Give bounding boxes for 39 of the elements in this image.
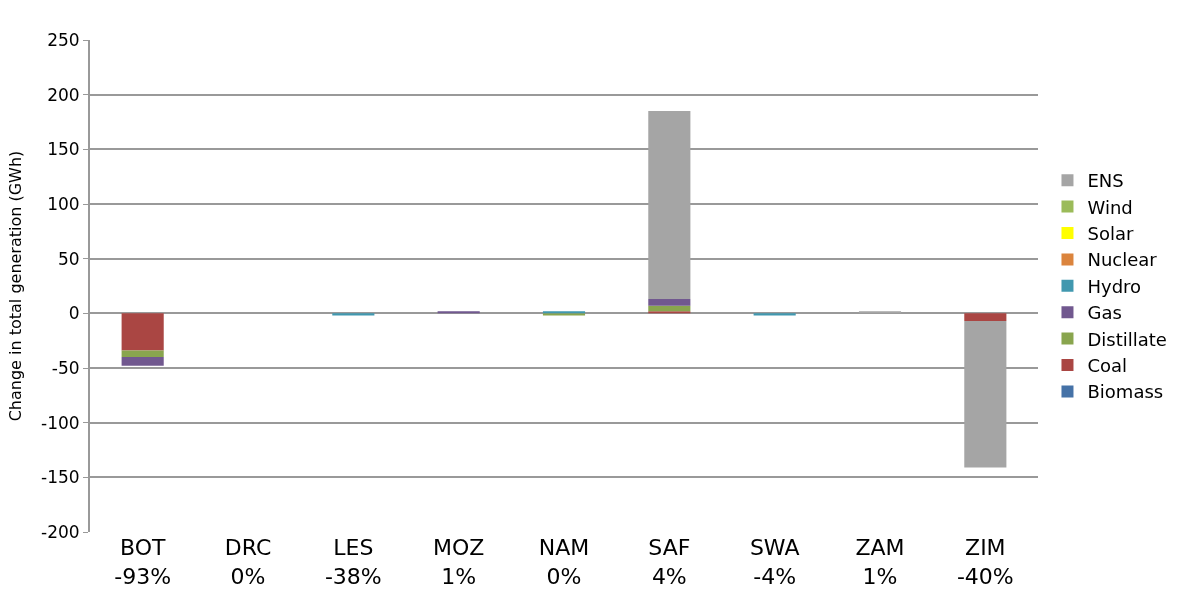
legend-label: Distillate [1087, 328, 1167, 350]
y-tick-label: 200 [47, 84, 80, 105]
y-tick-label: 50 [57, 248, 80, 269]
x-tick-label: LES -38% [324, 535, 382, 589]
x-tick-label: NAM 0% [538, 535, 590, 589]
legend-label: Wind [1087, 196, 1133, 218]
y-tick-label: 0 [68, 303, 80, 324]
x-tick-label: ZIM -40% [956, 535, 1014, 589]
legend-label: Nuclear [1087, 249, 1158, 271]
y-tick-label: 100 [47, 193, 80, 214]
legend-label: Gas [1087, 302, 1122, 324]
x-tick-label: DRC 0% [224, 535, 272, 589]
x-tick-label: MOZ 1% [432, 535, 485, 589]
legend-label: ENS [1087, 170, 1124, 192]
bar [964, 313, 1007, 321]
legend-label: Coal [1087, 355, 1128, 377]
x-tick-label: ZAM 1% [855, 535, 905, 589]
y-tick-label: 150 [47, 139, 80, 160]
bar [648, 299, 691, 306]
bar [332, 313, 375, 316]
x-tick-label: SAF 4% [648, 535, 691, 589]
x-tick-label: SWA -4% [749, 535, 800, 589]
legend-label: Hydro [1087, 275, 1142, 297]
y-tick-label: -100 [41, 412, 80, 433]
y-tick-label: 250 [47, 29, 80, 50]
legend-label: Solar [1087, 223, 1134, 245]
bar [121, 357, 164, 366]
x-tick-label: BOT -93% [114, 535, 172, 589]
legend-label: Biomass [1087, 381, 1164, 403]
bar [121, 350, 164, 358]
bar [648, 311, 691, 314]
bar [648, 305, 691, 312]
bar [121, 313, 164, 351]
y-tick-label: -150 [41, 467, 80, 488]
y-tick-label: -50 [51, 357, 80, 378]
bar [437, 311, 480, 314]
y-axis-title: Change in total generation (GWh) [6, 150, 26, 422]
y-tick-label: -200 [41, 521, 80, 542]
bar [753, 313, 796, 316]
